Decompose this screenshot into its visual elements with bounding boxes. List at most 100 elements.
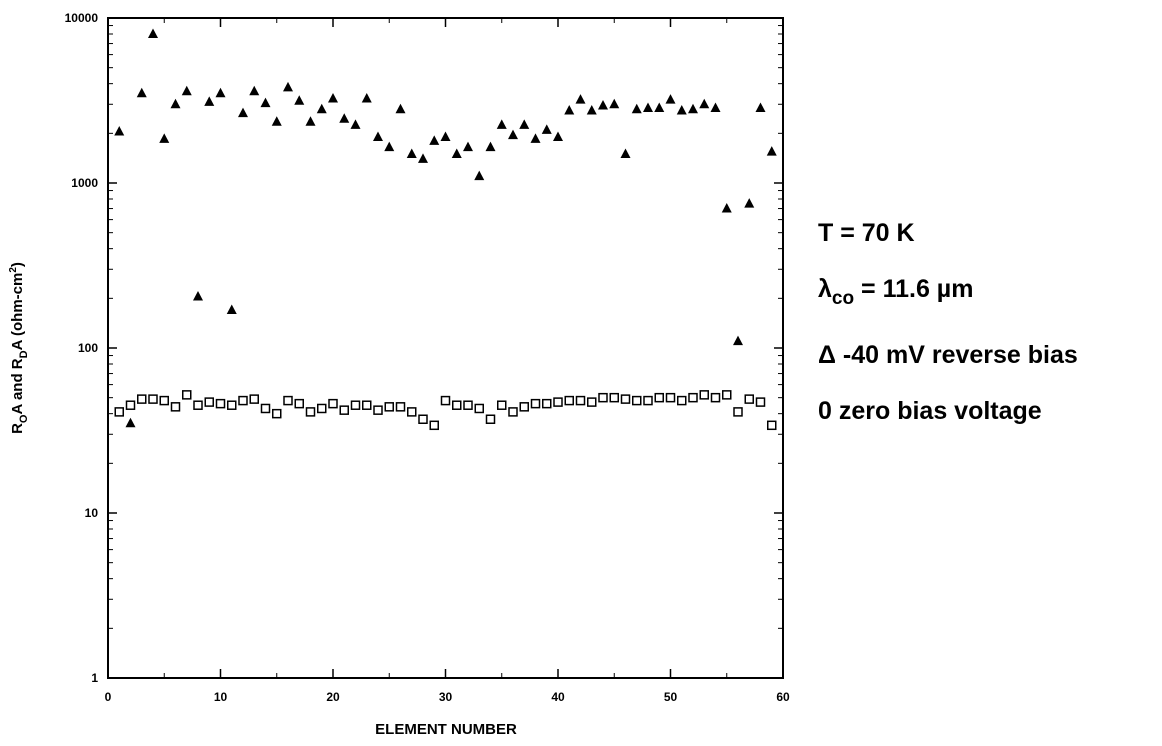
y-tick-label: 10000 bbox=[65, 11, 99, 25]
triangle-point bbox=[136, 87, 147, 98]
square-point bbox=[395, 402, 406, 412]
triangle-point bbox=[620, 148, 631, 158]
triangle-point bbox=[283, 81, 293, 92]
triangle-point bbox=[541, 124, 552, 134]
square-point bbox=[699, 390, 709, 400]
x-tick-label: 30 bbox=[439, 690, 453, 704]
triangle-point bbox=[328, 93, 338, 103]
y-tick-label: 1 bbox=[91, 671, 98, 685]
triangle-point bbox=[766, 146, 777, 156]
square-point bbox=[362, 400, 372, 410]
square-point bbox=[755, 397, 766, 407]
square-point bbox=[564, 395, 574, 406]
triangle-point bbox=[395, 103, 406, 114]
x-tick-label: 20 bbox=[326, 690, 340, 704]
triangle-point bbox=[440, 131, 451, 142]
triangle-point bbox=[744, 198, 755, 208]
triangle-point bbox=[508, 129, 518, 140]
triangle-point bbox=[530, 133, 541, 143]
x-tick-label: 50 bbox=[664, 690, 678, 704]
square-point bbox=[170, 402, 181, 412]
triangle-point bbox=[159, 133, 170, 143]
triangle-point bbox=[406, 148, 417, 158]
square-point bbox=[283, 395, 293, 406]
triangle-point bbox=[316, 103, 327, 114]
triangle-point bbox=[710, 102, 721, 112]
square-point bbox=[429, 420, 439, 431]
square-point bbox=[373, 405, 383, 415]
triangle-point bbox=[688, 103, 698, 114]
square-point bbox=[553, 397, 563, 407]
triangle-point bbox=[463, 141, 473, 152]
triangle-point bbox=[260, 97, 271, 108]
square-point bbox=[350, 400, 361, 410]
square-point bbox=[485, 414, 496, 424]
triangle-point bbox=[643, 102, 653, 112]
triangle-point bbox=[125, 417, 136, 428]
square-point bbox=[249, 394, 259, 404]
square-point bbox=[643, 395, 653, 406]
triangle-point bbox=[451, 148, 462, 158]
square-point bbox=[519, 402, 529, 412]
data-points bbox=[114, 28, 777, 431]
triangle-point bbox=[294, 95, 305, 105]
square-point bbox=[440, 395, 451, 406]
triangle-point bbox=[519, 119, 530, 129]
square-point bbox=[193, 400, 203, 410]
square-point bbox=[598, 392, 608, 403]
square-point bbox=[575, 395, 586, 406]
square-point bbox=[182, 390, 192, 400]
triangle-point bbox=[170, 98, 181, 109]
square-point bbox=[305, 407, 316, 417]
tick-labels: 1 10 100 1000 10000 0 10 20 30 40 50 60 bbox=[65, 11, 790, 704]
square-point bbox=[508, 407, 518, 417]
square-point bbox=[688, 392, 698, 403]
y-tick-label: 100 bbox=[78, 341, 98, 355]
square-point bbox=[125, 400, 136, 410]
x-tick-label: 40 bbox=[551, 690, 565, 704]
triangle-point bbox=[609, 98, 620, 109]
triangle-point bbox=[271, 116, 282, 126]
square-point bbox=[463, 400, 473, 410]
triangle-point bbox=[474, 170, 485, 181]
square-point bbox=[339, 405, 349, 415]
square-point bbox=[744, 394, 754, 404]
plot-frame bbox=[107, 17, 784, 679]
square-point bbox=[665, 392, 676, 403]
legend-zero-bias: 0 zero bias voltage bbox=[818, 397, 1042, 425]
square-point bbox=[497, 400, 507, 410]
square-point bbox=[407, 407, 417, 417]
square-point bbox=[733, 407, 743, 417]
square-point bbox=[215, 398, 226, 409]
triangle-point bbox=[114, 126, 125, 136]
square-point bbox=[204, 397, 214, 407]
square-point bbox=[148, 394, 158, 404]
triangle-point bbox=[699, 98, 710, 109]
square-point bbox=[418, 414, 428, 424]
triangle-point bbox=[350, 119, 361, 129]
triangle-point bbox=[305, 116, 316, 126]
triangle-point bbox=[429, 135, 440, 145]
legend-temperature: T = 70 K bbox=[818, 219, 915, 247]
triangle-point bbox=[564, 105, 575, 115]
triangle-point bbox=[721, 203, 732, 213]
square-point bbox=[227, 400, 237, 410]
x-tick-label: 60 bbox=[776, 690, 790, 704]
triangle-point bbox=[485, 141, 496, 152]
triangle-point bbox=[238, 107, 248, 118]
y-tick-label: 10 bbox=[85, 506, 99, 520]
triangle-point bbox=[215, 87, 226, 98]
square-point bbox=[238, 395, 248, 406]
triangle-point bbox=[193, 291, 203, 301]
x-axis-label: ELEMENT NUMBER bbox=[375, 721, 517, 738]
triangle-point bbox=[733, 335, 743, 346]
square-point bbox=[542, 398, 552, 409]
square-point bbox=[609, 392, 619, 403]
triangle-point bbox=[553, 131, 563, 142]
axis-ticks bbox=[107, 17, 784, 679]
square-point bbox=[159, 395, 169, 406]
square-point bbox=[677, 395, 687, 406]
x-tick-label: 0 bbox=[105, 690, 112, 704]
triangle-point bbox=[339, 113, 350, 123]
triangle-point bbox=[575, 94, 586, 104]
